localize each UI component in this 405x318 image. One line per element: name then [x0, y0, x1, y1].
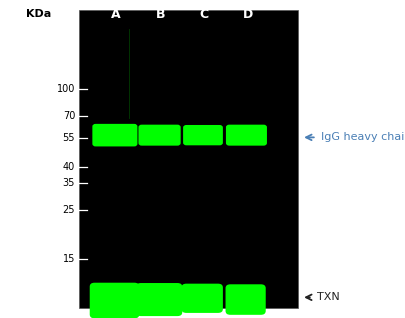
FancyBboxPatch shape — [92, 124, 137, 146]
FancyBboxPatch shape — [183, 125, 222, 145]
FancyBboxPatch shape — [136, 283, 182, 316]
Text: 15: 15 — [63, 254, 75, 264]
FancyBboxPatch shape — [225, 125, 266, 146]
Text: C: C — [199, 8, 208, 21]
Text: D: D — [242, 8, 252, 21]
Text: 100: 100 — [57, 84, 75, 94]
Text: IgG heavy chain: IgG heavy chain — [320, 132, 405, 142]
Text: A: A — [111, 8, 120, 21]
FancyBboxPatch shape — [79, 10, 298, 308]
Text: 35: 35 — [63, 178, 75, 188]
FancyBboxPatch shape — [181, 284, 222, 313]
Text: 25: 25 — [62, 205, 75, 215]
Text: 70: 70 — [63, 111, 75, 121]
Text: B: B — [155, 8, 165, 21]
Text: KDa: KDa — [26, 9, 51, 19]
Text: 40: 40 — [63, 162, 75, 172]
Text: 55: 55 — [62, 133, 75, 143]
FancyBboxPatch shape — [90, 283, 139, 318]
FancyBboxPatch shape — [138, 125, 180, 146]
Text: TXN: TXN — [316, 292, 339, 302]
FancyBboxPatch shape — [225, 284, 265, 315]
